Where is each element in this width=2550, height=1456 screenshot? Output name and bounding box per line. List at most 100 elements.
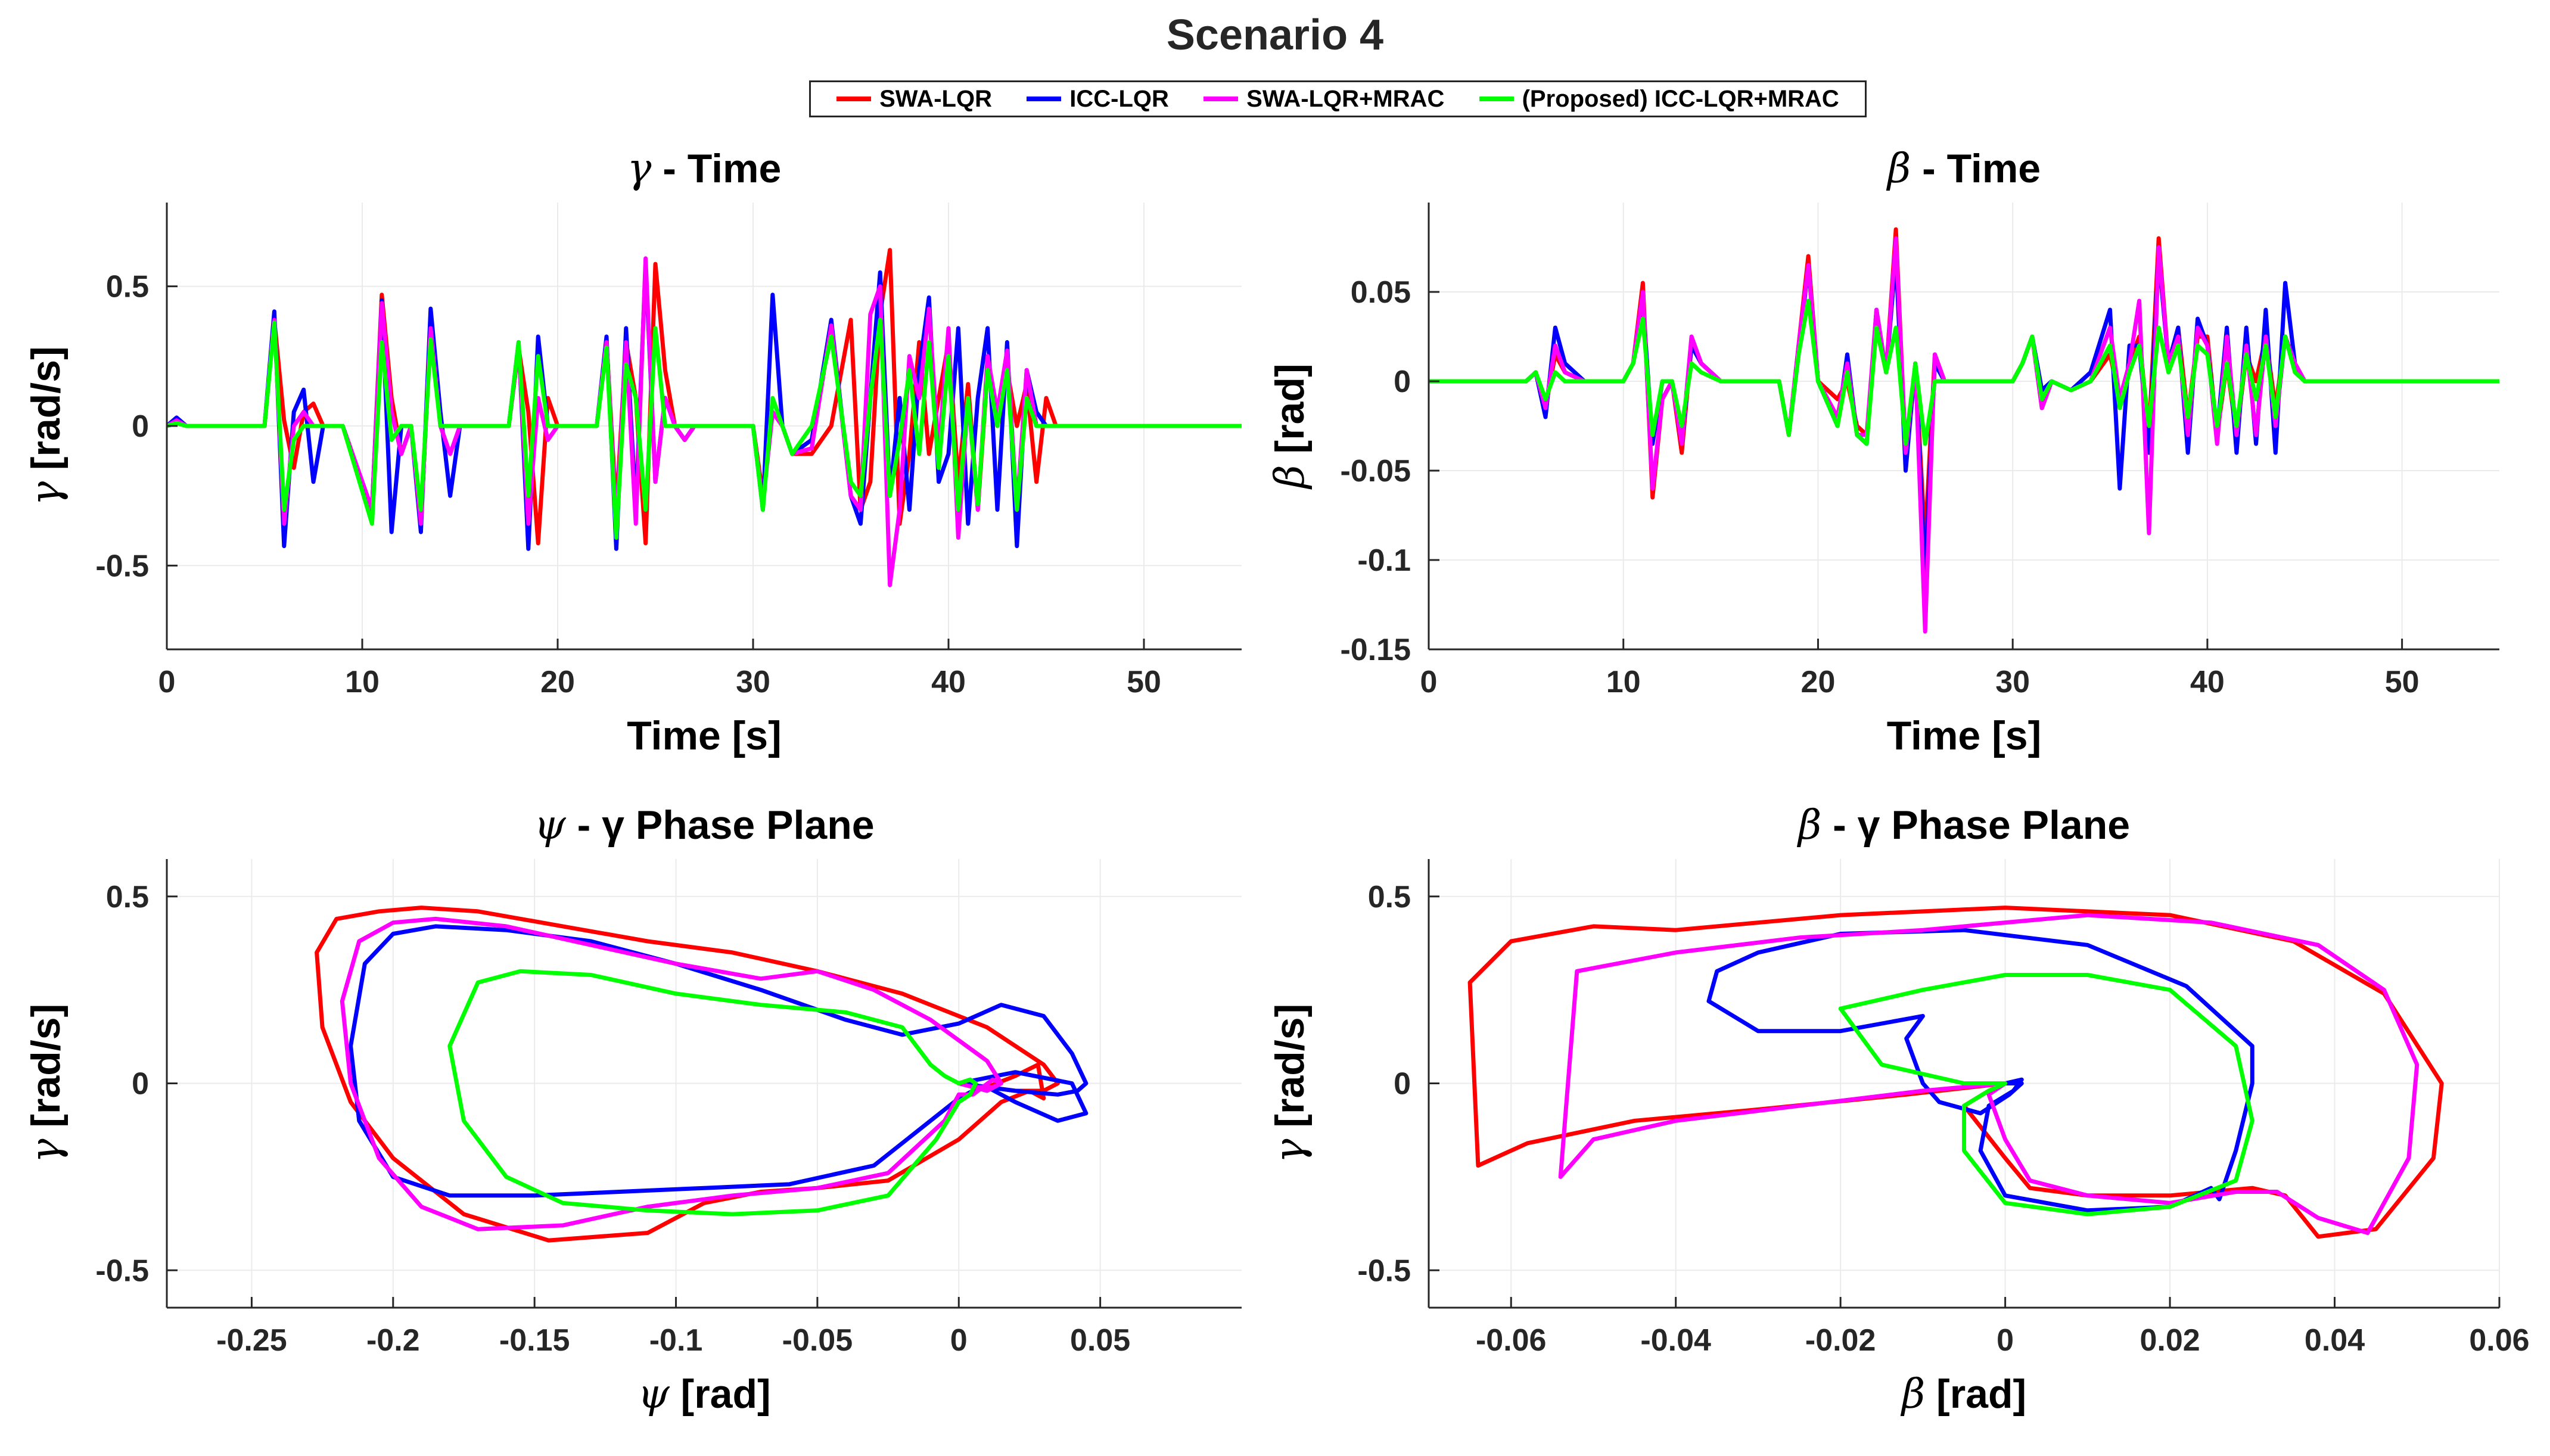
label-text: [rad] <box>1925 1371 2026 1417</box>
y-tick-label: -0.5 <box>95 549 149 583</box>
subplot-title: γ - Time <box>627 145 782 192</box>
y-axis-label: γ [rad/s] <box>23 1004 70 1163</box>
x-axis-label: Time [s] <box>627 713 781 758</box>
series-line-3 <box>1429 236 2499 634</box>
y-axis-label: γ [rad/s] <box>1267 1004 1314 1163</box>
y-tick-label: -0.15 <box>1340 633 1411 667</box>
y-tick-label: 0 <box>132 1067 149 1102</box>
subplot-title: ψ - γ Phase Plane <box>534 802 874 849</box>
x-tick-label: 50 <box>2385 665 2420 699</box>
y-tick-label: 0.5 <box>106 880 149 914</box>
series-line-1 <box>1467 906 2444 1239</box>
figure-title: Scenario 4 <box>1166 11 1384 59</box>
series-line-4 <box>167 318 1242 540</box>
math-symbol: β <box>1886 145 1911 192</box>
math-symbol: γ <box>23 1138 70 1163</box>
x-tick-label: 50 <box>1127 665 1161 699</box>
x-tick-label: 0 <box>158 665 176 699</box>
x-tick-label: 10 <box>345 665 380 699</box>
y-tick-label: 0 <box>132 409 149 444</box>
series-line-3 <box>167 256 1242 587</box>
y-tick-label: 0.05 <box>1351 275 1411 310</box>
x-tick-label: -0.04 <box>1640 1323 1711 1358</box>
x-tick-label: 20 <box>540 665 575 699</box>
x-tick-label: 40 <box>931 665 966 699</box>
label-text: Time [s] <box>1887 713 2041 758</box>
x-tick-label: 0 <box>950 1323 968 1358</box>
legend-swatch <box>1027 97 1062 101</box>
legend-label: (Proposed) ICC-LQR+MRAC <box>1522 85 1839 112</box>
math-symbol: ψ <box>534 802 566 849</box>
y-tick-label: 0 <box>1394 365 1411 399</box>
subplot-2: 0 10 20 30 40 50 -0.15 -0.1 -0.05 0 0.05 β - Time Ti… <box>1267 145 2499 758</box>
label-text: - Time <box>1911 146 2041 191</box>
x-tick-label: 40 <box>2190 665 2225 699</box>
math-symbol: γ <box>627 145 652 192</box>
x-tick-label: 30 <box>736 665 770 699</box>
series-line-2 <box>1706 928 2254 1213</box>
x-axis-label: ψ [rad] <box>638 1371 770 1418</box>
series-line-1 <box>167 248 1242 546</box>
series-line-1 <box>1429 227 2499 545</box>
series-line-3 <box>340 916 1003 1231</box>
legend-item-swa-lqr: SWA-LQR <box>836 86 992 113</box>
subplot-1: 0 10 20 30 40 50 -0.5 0 0.5 γ - Time Time [s] γ [ra… <box>23 145 1242 758</box>
y-tick-label: -0.05 <box>1340 454 1411 489</box>
legend-swatch <box>1479 97 1514 101</box>
label-text: [rad/s] <box>23 346 69 481</box>
legend-item-icc-lqr: ICC-LQR <box>1027 86 1169 113</box>
legend-label: SWA-LQR <box>879 85 992 112</box>
x-tick-label: -0.2 <box>366 1323 420 1358</box>
legend-label: ICC-LQR <box>1069 85 1169 112</box>
math-symbol: γ <box>1267 1138 1314 1163</box>
label-text: - γ Phase Plane <box>566 802 875 848</box>
label-text: Time [s] <box>627 713 781 758</box>
x-tick-label: -0.06 <box>1476 1323 1547 1358</box>
x-tick-label: 0.02 <box>2139 1323 2200 1358</box>
legend-swatch <box>1204 97 1239 101</box>
y-axis-label: β [rad] <box>1267 363 1314 490</box>
subplot-title: β - γ Phase Plane <box>1796 802 2130 849</box>
series-line-2 <box>167 262 1242 551</box>
legend-item-swa-lqr-mrac: SWA-LQR+MRAC <box>1204 86 1444 113</box>
y-tick-label: -0.5 <box>1357 1253 1411 1288</box>
y-tick-label: -0.1 <box>1357 543 1411 578</box>
x-tick-label: -0.1 <box>649 1323 703 1358</box>
x-tick-label: 20 <box>1801 665 1836 699</box>
y-tick-label: 0.5 <box>106 270 149 304</box>
x-tick-label: 0 <box>1420 665 1438 699</box>
subplot-4: -0.06 -0.04 -0.02 0 0.02 0.04 0.06 -0.5 0 0.5 β - … <box>1267 802 2530 1418</box>
x-tick-label: -0.25 <box>216 1323 287 1358</box>
math-symbol: β <box>1900 1371 1925 1418</box>
x-tick-label: -0.02 <box>1805 1323 1876 1358</box>
y-axis-label: γ [rad/s] <box>23 346 70 505</box>
label-text: - Time <box>651 146 781 191</box>
y-tick-label: 0 <box>1394 1067 1411 1102</box>
x-tick-label: -0.05 <box>782 1323 853 1358</box>
legend: SWA-LQR ICC-LQR SWA-LQR+MRAC (Proposed) … <box>809 80 1867 117</box>
series-line-4 <box>1838 973 2254 1217</box>
legend-label: SWA-LQR+MRAC <box>1246 85 1445 112</box>
x-axis-label: Time [s] <box>1887 713 2041 758</box>
label-text: - γ Phase Plane <box>1821 802 2130 848</box>
subplot-3: -0.25 -0.2 -0.15 -0.1 -0.05 0 0.05 -0.5 0 0.5 ψ - … <box>23 802 1242 1418</box>
x-axis-label: β [rad] <box>1900 1371 2026 1418</box>
math-symbol: β <box>1267 465 1314 490</box>
label-text: [rad] <box>670 1371 771 1417</box>
label-text: [rad/s] <box>1267 1004 1313 1139</box>
series-line-4 <box>447 969 978 1217</box>
subplot-title: β - Time <box>1886 145 2041 192</box>
x-tick-label: 0.06 <box>2469 1323 2529 1358</box>
label-text: [rad] <box>1267 363 1313 465</box>
x-tick-label: 0.05 <box>1070 1323 1130 1358</box>
series-line-2 <box>349 924 1089 1198</box>
x-tick-label: -0.15 <box>499 1323 570 1358</box>
math-symbol: β <box>1796 802 1821 849</box>
x-tick-label: 10 <box>1606 665 1641 699</box>
y-tick-label: -0.5 <box>95 1253 149 1288</box>
x-tick-label: 0.04 <box>2305 1323 2365 1358</box>
y-tick-label: 0.5 <box>1368 880 1411 914</box>
legend-swatch <box>836 97 872 101</box>
